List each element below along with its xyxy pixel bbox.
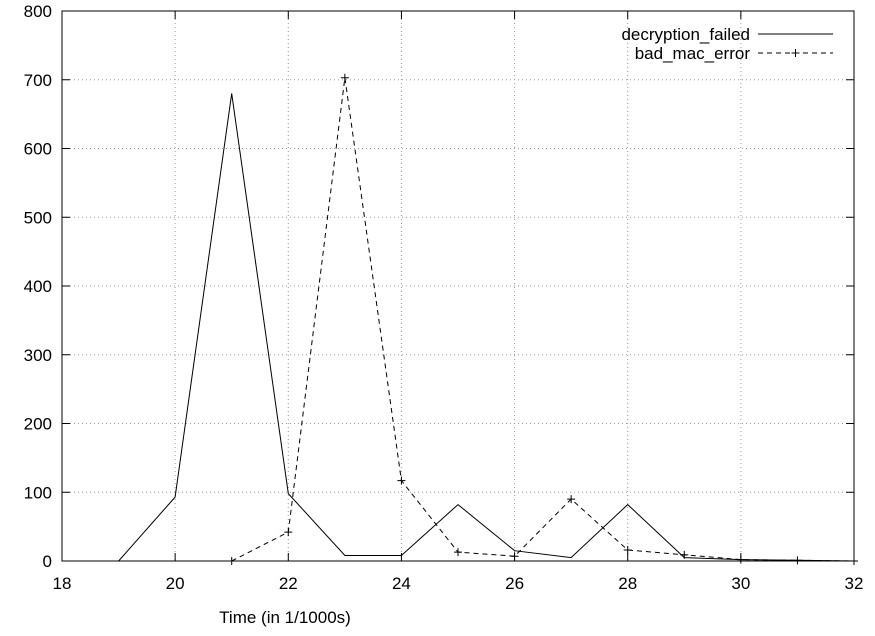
series-marker-bad-mac-error [454, 548, 462, 557]
x-tick-label: 18 [53, 574, 72, 593]
series-marker-bad-mac-error [736, 555, 745, 564]
series-marker-bad-mac-error [793, 556, 802, 565]
y-tick-label: 600 [24, 140, 52, 159]
x-tick-label: 22 [279, 574, 298, 593]
x-tick-label: 26 [505, 574, 524, 593]
y-tick-label: 700 [24, 71, 52, 90]
series-marker-bad-mac-error [340, 73, 349, 82]
legend-label-bad-mac-error: bad_mac_error [635, 44, 751, 63]
grid [62, 11, 854, 561]
x-tick-label: 20 [166, 574, 185, 593]
y-tick-label: 500 [24, 208, 52, 227]
y-tick-label: 200 [24, 415, 52, 434]
y-tick-label: 0 [43, 552, 52, 571]
x-tick-label: 28 [618, 574, 637, 593]
series-marker-bad-mac-error [397, 476, 406, 485]
series-marker-bad-mac-error [680, 550, 689, 559]
legend-marker-bad-mac-error [791, 49, 800, 57]
series-line-decryption-failed [118, 93, 855, 562]
series-marker-bad-mac-error [284, 528, 293, 537]
axis-ticks: 0 100 200 300 400 500 600 700 800 18 20 22 24 26 28 30 3… [24, 2, 864, 593]
x-tick-label: 24 [392, 574, 411, 593]
y-tick-label: 100 [24, 483, 52, 502]
x-tick-label: 30 [731, 574, 750, 593]
series-marker-bad-mac-error [567, 495, 576, 504]
series-group [118, 73, 858, 565]
series-marker-bad-mac-error [623, 546, 632, 554]
legend-label-decryption-failed: decryption_failed [621, 25, 750, 44]
series-marker-bad-mac-error [227, 557, 236, 565]
x-tick-label: 32 [845, 574, 864, 593]
y-tick-label: 400 [24, 277, 52, 296]
series-line-bad-mac-error [231, 77, 855, 562]
x-axis-title: Time (in 1/1000s) [219, 608, 351, 627]
series-marker-bad-mac-error [850, 557, 858, 565]
series-marker-bad-mac-error [510, 552, 519, 561]
y-tick-label: 800 [24, 2, 52, 21]
y-tick-label: 300 [24, 346, 52, 365]
